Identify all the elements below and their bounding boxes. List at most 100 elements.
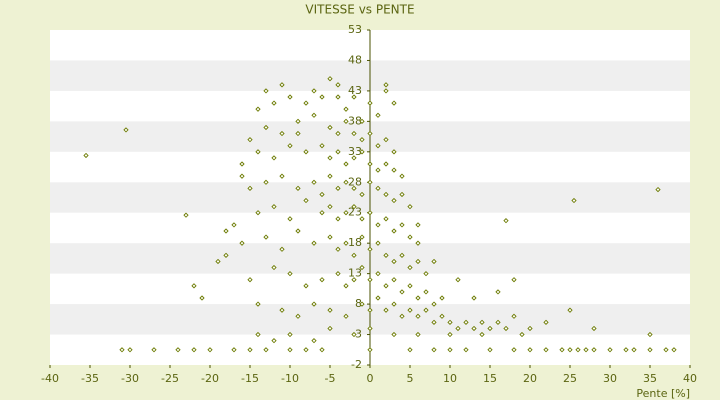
point — [383, 82, 389, 88]
point — [439, 295, 445, 301]
x-tick-label: -35 — [81, 372, 99, 385]
point — [487, 347, 493, 353]
point — [199, 295, 205, 301]
point — [351, 185, 357, 192]
point — [303, 197, 309, 204]
point — [591, 325, 597, 332]
point — [431, 319, 437, 326]
x-tick-label: -15 — [241, 372, 259, 385]
point — [319, 191, 325, 198]
point — [399, 289, 405, 295]
point — [527, 347, 533, 353]
point — [343, 240, 349, 246]
point — [271, 337, 277, 344]
point — [327, 203, 333, 210]
point — [503, 325, 509, 332]
point — [295, 130, 301, 137]
point — [383, 307, 389, 313]
point — [351, 331, 357, 338]
point — [247, 185, 253, 192]
point — [303, 100, 309, 106]
y-tick-label: 23 — [348, 206, 362, 219]
point — [335, 130, 341, 137]
point — [367, 347, 373, 353]
point — [631, 347, 637, 353]
point — [351, 203, 357, 210]
point — [351, 155, 357, 161]
point — [335, 270, 341, 277]
x-tick-label: 40 — [683, 372, 697, 385]
point — [391, 197, 397, 204]
point — [623, 347, 629, 353]
point — [479, 331, 485, 338]
point — [415, 240, 421, 246]
point — [671, 347, 677, 353]
point — [263, 347, 269, 353]
point — [335, 246, 341, 252]
point — [351, 94, 357, 100]
point — [271, 155, 277, 161]
point — [391, 149, 397, 155]
point — [223, 252, 229, 259]
point — [83, 152, 89, 159]
point — [375, 143, 381, 149]
point — [271, 100, 277, 106]
y-tick-label: 33 — [348, 145, 362, 158]
point — [351, 130, 357, 137]
point — [367, 210, 373, 216]
point — [215, 258, 221, 265]
point — [295, 313, 301, 319]
point — [311, 240, 317, 246]
point — [287, 216, 293, 222]
y-tick-label: 3 — [355, 328, 362, 341]
point — [391, 258, 397, 265]
point — [415, 313, 421, 319]
point — [383, 191, 389, 198]
point — [359, 136, 365, 143]
point — [191, 347, 197, 353]
x-tick-label: -10 — [281, 372, 299, 385]
point — [391, 167, 397, 173]
point — [375, 222, 381, 228]
point — [407, 264, 413, 271]
point — [463, 319, 469, 326]
point — [319, 277, 325, 283]
point — [223, 228, 229, 234]
point — [647, 347, 653, 353]
point — [327, 234, 333, 240]
point — [327, 325, 333, 332]
point — [279, 173, 285, 179]
point — [495, 289, 501, 295]
point — [151, 347, 157, 353]
point — [407, 234, 413, 240]
point — [359, 234, 365, 240]
point — [271, 264, 277, 271]
point — [471, 295, 477, 301]
point — [399, 252, 405, 259]
point — [279, 246, 285, 252]
point — [303, 347, 309, 353]
x-tick-label: 0 — [367, 372, 374, 385]
x-tick-label: 5 — [407, 372, 414, 385]
point — [423, 289, 429, 295]
point — [287, 347, 293, 353]
point — [239, 240, 245, 246]
point — [271, 203, 277, 210]
point — [503, 218, 509, 224]
point — [367, 130, 373, 137]
point — [351, 252, 357, 259]
point — [543, 347, 549, 353]
point — [287, 94, 293, 100]
point — [359, 118, 365, 125]
point — [247, 136, 253, 143]
point — [367, 277, 373, 283]
point — [647, 331, 653, 338]
y-tick-label: 8 — [355, 297, 362, 310]
point — [663, 347, 669, 353]
x-tick-label: -25 — [161, 372, 179, 385]
point — [231, 222, 237, 228]
point — [327, 76, 333, 82]
point — [439, 313, 445, 319]
point — [239, 173, 245, 179]
